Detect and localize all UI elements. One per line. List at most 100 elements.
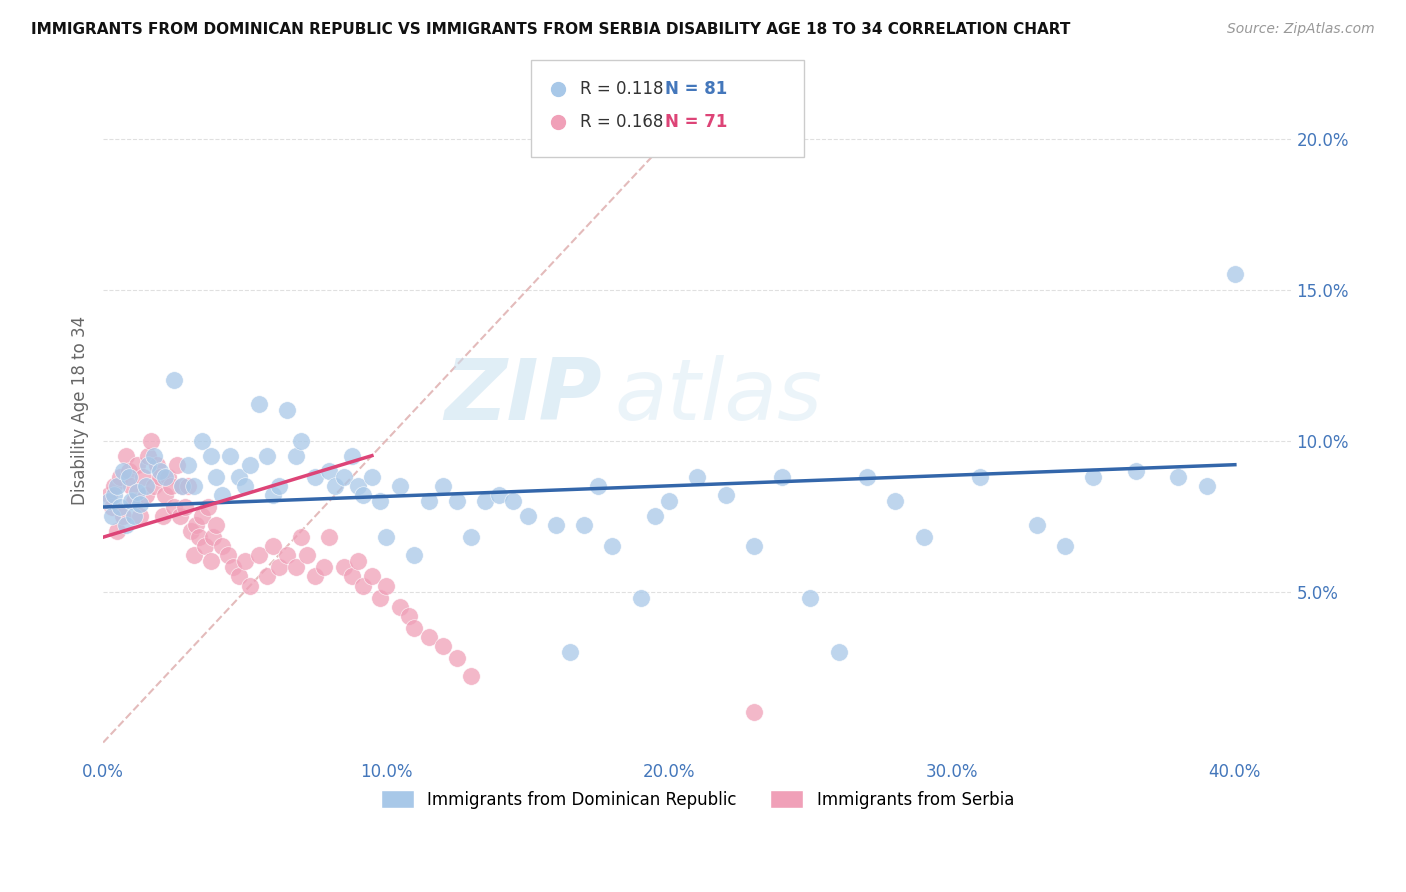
Point (742, 539, 765, 553)
Point (132, 470, 155, 484)
Point (389, 479, 412, 493)
Point (166, 458, 188, 472)
Point (239, 458, 262, 472)
Point (233, 554, 256, 568)
Point (742, 706, 765, 720)
Point (120, 479, 142, 493)
Point (262, 539, 284, 553)
Point (143, 449, 166, 463)
Point (160, 479, 183, 493)
Point (1083, 470, 1105, 484)
Point (432, 639, 454, 653)
Point (211, 488, 233, 502)
Point (222, 560, 245, 574)
Point (1054, 539, 1077, 553)
Point (125, 458, 148, 472)
Point (346, 554, 368, 568)
Point (290, 434, 312, 448)
Point (219, 449, 242, 463)
Point (256, 569, 278, 583)
Point (149, 470, 172, 484)
Point (122, 509, 145, 524)
Point (267, 479, 290, 493)
Point (117, 464, 139, 478)
Point (141, 434, 163, 448)
Point (163, 373, 186, 387)
Point (488, 488, 510, 502)
Point (267, 560, 290, 574)
Point (183, 549, 205, 563)
Text: R = 0.118: R = 0.118 (579, 80, 664, 98)
Point (152, 509, 174, 524)
Point (558, 645, 581, 659)
Point (146, 458, 169, 472)
Point (174, 500, 197, 514)
Point (205, 470, 228, 484)
Point (352, 578, 374, 592)
Point (1025, 518, 1047, 533)
Point (97, 488, 120, 502)
Point (177, 479, 200, 493)
Point (340, 569, 363, 583)
Point (129, 509, 152, 524)
Point (228, 470, 250, 484)
Point (912, 530, 935, 544)
Point (247, 397, 270, 411)
Point (432, 479, 454, 493)
Point (117, 470, 139, 484)
Point (180, 524, 202, 538)
Point (460, 530, 482, 544)
Point (172, 479, 194, 493)
Point (149, 464, 172, 478)
Point (169, 509, 191, 524)
Point (138, 458, 160, 472)
Point (122, 494, 145, 508)
Point (398, 608, 420, 623)
Point (370, 494, 392, 508)
Point (884, 494, 907, 508)
Point (799, 591, 821, 605)
Point (588, 479, 610, 493)
Point (239, 578, 262, 592)
Point (304, 569, 326, 583)
Point (1167, 470, 1189, 484)
Point (256, 449, 278, 463)
Point (183, 479, 205, 493)
Point (114, 518, 136, 533)
Point (197, 500, 219, 514)
Point (211, 539, 233, 553)
Point (404, 621, 426, 635)
Point (516, 509, 538, 524)
Point (284, 449, 307, 463)
Point (155, 488, 177, 502)
Point (404, 549, 426, 563)
Point (502, 494, 524, 508)
Point (1125, 464, 1147, 478)
Text: N = 81: N = 81 (665, 80, 727, 98)
Point (318, 530, 340, 544)
Point (389, 599, 412, 614)
Point (276, 403, 298, 417)
Point (658, 494, 681, 508)
Point (602, 539, 624, 553)
Point (155, 470, 177, 484)
Point (105, 479, 128, 493)
Point (828, 645, 851, 659)
Point (103, 479, 125, 493)
Point (1195, 479, 1218, 493)
Point (108, 470, 131, 484)
Point (172, 479, 194, 493)
Point (346, 479, 368, 493)
Point (630, 591, 652, 605)
Text: N = 71: N = 71 (665, 113, 727, 131)
Point (228, 569, 250, 583)
Point (340, 449, 363, 463)
Legend: Immigrants from Dominican Republic, Immigrants from Serbia: Immigrants from Dominican Republic, Immi… (374, 784, 1021, 815)
Point (474, 494, 496, 508)
Point (370, 591, 392, 605)
Point (856, 470, 879, 484)
Point (332, 560, 354, 574)
Point (352, 488, 374, 502)
Point (323, 479, 346, 493)
Point (205, 518, 228, 533)
